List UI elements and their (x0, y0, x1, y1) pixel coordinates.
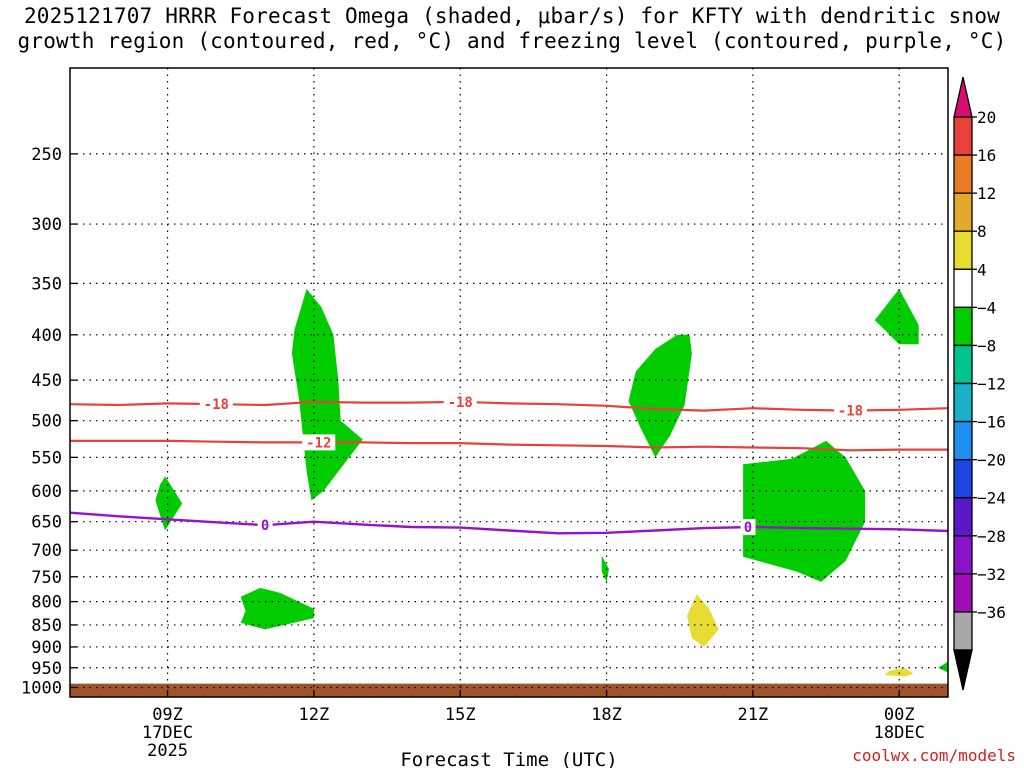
x-axis-label: Forecast Time (UTC) (400, 749, 617, 768)
omega-region-5 (601, 555, 609, 582)
y-tick-label-950: 950 (31, 659, 62, 679)
colorbar-box-7 (953, 344, 973, 385)
freezing-level-label-1: 0 (261, 518, 269, 534)
dgz-contour-1-label-bg-3 (833, 402, 867, 419)
colorbar-label-5: −4 (977, 298, 996, 317)
x-tick-date-00Z: 18DEC (874, 723, 925, 743)
colorbar-label-8: −16 (977, 413, 1006, 432)
dgz-contour-1-label-3: -18 (838, 404, 863, 420)
omega-region-8 (938, 661, 948, 673)
credit-text: coolwx.com/models (852, 746, 1016, 765)
omega-region-1 (291, 288, 363, 501)
colorbar-box-2 (953, 154, 973, 194)
freezing-level-label-2: 0 (744, 520, 752, 536)
x-tick-label-09Z: 09Z (152, 705, 183, 725)
dgz-contour-1-label-2: -18 (448, 395, 473, 411)
y-tick-label-350: 350 (31, 274, 62, 294)
colorbar-label-12: −32 (977, 565, 1006, 584)
freezing-level-label-bg-1 (257, 517, 273, 534)
colorbar-label-10: −24 (977, 489, 1006, 508)
colorbar-box-10 (953, 458, 973, 499)
y-tick-label-550: 550 (31, 448, 62, 468)
colorbar-label-9: −20 (977, 451, 1006, 470)
x-tick-date-09Z: 17DEC (142, 723, 193, 743)
colorbar-arrow-top (953, 76, 973, 118)
y-tick-label-650: 650 (31, 513, 62, 533)
x-tick-label-00Z: 00Z (884, 705, 915, 725)
colorbar-label-1: 16 (977, 146, 996, 165)
omega-region-4 (628, 334, 692, 458)
colorbar-box-5 (953, 268, 973, 309)
dgz-contour-1-label-bg-2 (443, 393, 477, 410)
colorbar-label-7: −12 (977, 375, 1006, 394)
omega-region-7 (874, 288, 919, 345)
y-tick-label-700: 700 (31, 541, 62, 561)
x-tick-label-18Z: 18Z (591, 705, 622, 725)
dgz-contour-1-label-bg-1 (199, 396, 233, 413)
y-tick-label-850: 850 (31, 616, 62, 636)
colorbar-box-9 (953, 420, 973, 461)
colorbar-box-3 (953, 192, 973, 232)
colorbar-box-4 (953, 230, 973, 270)
colorbar-box-13 (953, 573, 973, 613)
x-tick-label-21Z: 21Z (738, 705, 769, 725)
colorbar-box-14 (953, 611, 973, 651)
y-tick-label-250: 250 (31, 145, 62, 165)
colorbar-label-13: −36 (977, 603, 1006, 622)
omega-region-2 (155, 476, 183, 531)
colorbar-label-0: 20 (977, 108, 996, 127)
y-tick-label-450: 450 (31, 371, 62, 391)
omega-region-3 (240, 587, 314, 630)
freezing-level-label-bg-2 (740, 519, 756, 536)
colorbar-label-11: −28 (977, 527, 1006, 546)
colorbar-box-11 (953, 497, 973, 537)
contours: -18 -18 -18 -12 0 0 (69, 393, 949, 536)
colorbar-box-6 (953, 306, 973, 347)
y-tick-label-900: 900 (31, 638, 62, 658)
omega-region-10 (884, 667, 914, 677)
ground-layer (70, 683, 948, 697)
y-tick-label-1000: 1000 (21, 678, 62, 698)
colorbar: 20 16 12 8 4 −4 −8 −12 −16 −20 −24 −28 −32 −36 (953, 76, 1006, 691)
chart-title-line1: 2025121707 HRRR Forecast Omega (shaded, … (23, 4, 1001, 28)
grid-lines (70, 68, 948, 697)
colorbar-label-3: 8 (977, 222, 987, 241)
y-axis: 2503003504004505005506006507007508008509… (21, 145, 77, 698)
colorbar-arrow-bottom (953, 649, 973, 691)
freezing-level-line (69, 511, 949, 535)
y-tick-label-500: 500 (31, 412, 62, 432)
colorbar-box-8 (953, 382, 973, 423)
y-tick-label-300: 300 (31, 215, 62, 235)
omega-region-9 (687, 594, 719, 647)
chart-title: 2025121707 HRRR Forecast Omega (shaded, … (0, 4, 1024, 54)
x-tick-label-12Z: 12Z (299, 705, 330, 725)
omega-shading (155, 288, 948, 677)
omega-region-6 (743, 440, 866, 582)
colorbar-box-12 (953, 535, 973, 575)
chart-title-line2: growth region (contoured, red, °C) and f… (17, 29, 1007, 53)
ground-fill (70, 683, 948, 697)
colorbar-label-2: 12 (977, 184, 996, 203)
dgz-contour-2-label-bg-1 (302, 434, 336, 451)
y-tick-label-800: 800 (31, 593, 62, 613)
dgz-contour-2-label-1: -12 (306, 435, 331, 451)
colorbar-label-4: 4 (977, 260, 987, 279)
x-tick-label-15Z: 15Z (445, 705, 476, 725)
plot-frame (69, 67, 949, 698)
y-tick-label-400: 400 (31, 326, 62, 346)
colorbar-box-1 (953, 116, 973, 156)
dgz-contour-2-line (70, 439, 948, 452)
colorbar-label-6: −8 (977, 336, 996, 355)
y-tick-label-750: 750 (31, 568, 62, 588)
y-tick-label-600: 600 (31, 482, 62, 502)
x-tick-year-09Z: 2025 (147, 741, 188, 761)
dgz-contour-1-label-1: -18 (204, 397, 229, 413)
